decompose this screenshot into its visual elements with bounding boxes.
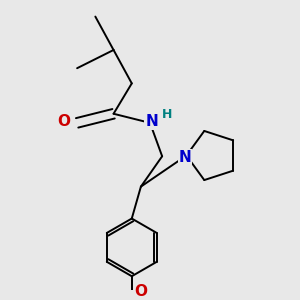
Text: O: O [57, 114, 70, 129]
Text: O: O [134, 284, 147, 299]
Text: N: N [145, 114, 158, 129]
Text: H: H [161, 108, 172, 121]
Text: N: N [178, 149, 191, 164]
